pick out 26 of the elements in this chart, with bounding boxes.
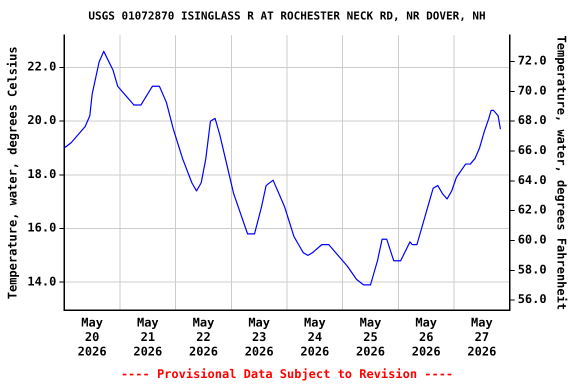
y-tick-label: 20.0 xyxy=(27,113,56,128)
y-tick-label: 18.0 xyxy=(27,166,56,181)
x-tick-label: May 25 2026 xyxy=(356,316,385,359)
y-tick-label: 22.0 xyxy=(27,60,56,74)
y2-axis-title: Temperature, water, degrees Fahrenheit xyxy=(554,36,569,310)
y2-tick-label: 62.0 xyxy=(518,202,547,217)
y2-tick-label: 68.0 xyxy=(518,113,547,128)
y-axis-title: Temperature, water, degrees Celsius xyxy=(5,46,20,300)
x-tick-label: May 24 2026 xyxy=(300,316,330,359)
y-tick-label: 14.0 xyxy=(27,274,56,288)
x-tick-label: May 26 2026 xyxy=(412,316,441,359)
chart-title: USGS 01072870 ISINGLASS R AT ROCHESTER NECK RD, NR DOVER, NH xyxy=(88,9,486,22)
x-tick-label: May 22 2026 xyxy=(189,316,218,359)
x-tick-label: May 20 2026 xyxy=(78,316,107,359)
y2-tick-label: 60.0 xyxy=(518,232,547,247)
x-tick-label: May 23 2026 xyxy=(244,316,274,359)
y2-tick-label: 58.0 xyxy=(518,262,547,276)
y2-tick-label: 72.0 xyxy=(518,54,547,68)
text: ---- Provisional Data Subject to Revision ---- xyxy=(120,366,454,381)
y2-tick-label: 66.0 xyxy=(518,143,547,158)
x-tick-label: May 21 2026 xyxy=(133,316,162,359)
y2-tick-label: 64.0 xyxy=(518,172,547,187)
x-tick-label: May 27 2026 xyxy=(467,316,496,359)
y2-tick-label: 70.0 xyxy=(518,83,547,98)
y-tick-label: 16.0 xyxy=(27,220,56,235)
y2-tick-label: 56.0 xyxy=(518,292,547,306)
